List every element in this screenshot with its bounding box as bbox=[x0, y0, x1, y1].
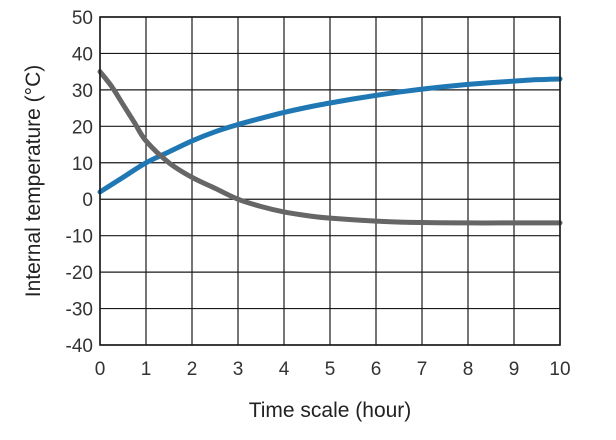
x-tick-label-3: 3 bbox=[233, 359, 244, 380]
y-tick-label-0: -40 bbox=[66, 336, 93, 357]
y-axis-ticks: -40 -30 -20 -10 0 10 20 30 40 50 bbox=[66, 8, 93, 357]
series-line-1 bbox=[97, 69, 563, 226]
x-tick-label-9: 9 bbox=[509, 359, 520, 380]
grid bbox=[99, 16, 561, 346]
y-tick-label-8: 40 bbox=[72, 44, 93, 65]
x-axis-ticks: 0 1 2 3 4 5 6 7 8 9 10 bbox=[95, 359, 571, 380]
x-axis-label: Time scale (hour) bbox=[249, 399, 412, 422]
series-layer bbox=[97, 69, 563, 226]
x-tick-label-1: 1 bbox=[141, 359, 152, 380]
y-tick-label-1: -30 bbox=[66, 300, 93, 321]
plot-frame bbox=[99, 16, 561, 346]
y-tick-label-4: 0 bbox=[82, 190, 93, 211]
x-tick-label-2: 2 bbox=[187, 359, 198, 380]
y-tick-label-5: 10 bbox=[72, 154, 93, 175]
y-tick-label-3: -10 bbox=[66, 227, 93, 248]
x-tick-label-4: 4 bbox=[279, 359, 290, 380]
y-tick-label-9: 50 bbox=[72, 8, 93, 29]
series-line-0 bbox=[97, 76, 563, 195]
x-tick-label-5: 5 bbox=[325, 359, 336, 380]
x-tick-label-10: 10 bbox=[549, 359, 570, 380]
y-tick-label-6: 20 bbox=[72, 117, 93, 138]
x-tick-label-8: 8 bbox=[463, 359, 474, 380]
y-tick-label-2: -20 bbox=[66, 263, 93, 284]
x-tick-label-0: 0 bbox=[95, 359, 106, 380]
x-tick-label-6: 6 bbox=[371, 359, 382, 380]
y-axis-label: Internal temperature (°C) bbox=[22, 65, 45, 298]
y-tick-label-7: 30 bbox=[72, 81, 93, 102]
x-tick-label-7: 7 bbox=[417, 359, 428, 380]
